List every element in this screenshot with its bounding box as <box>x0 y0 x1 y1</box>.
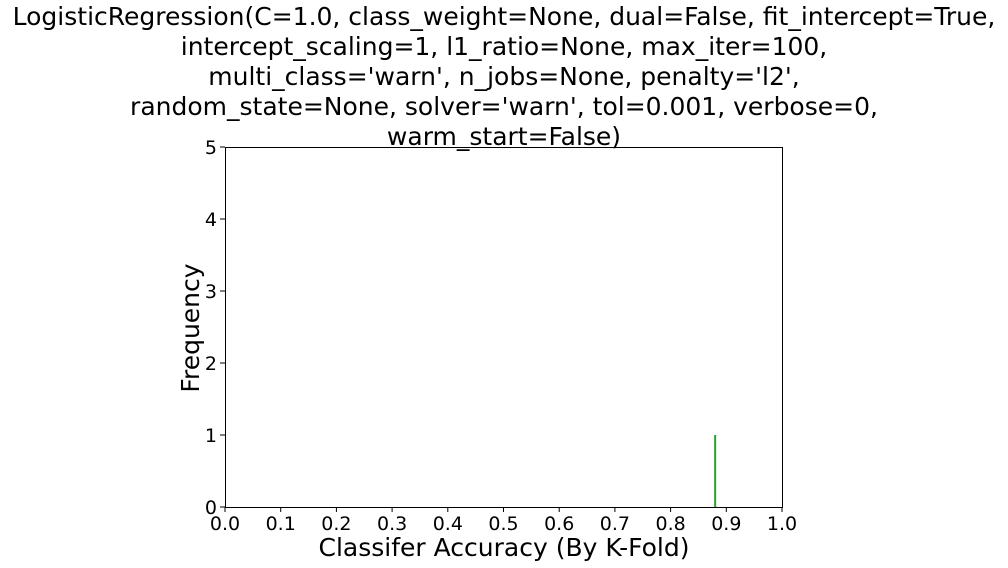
x-tick-label: 0.1 <box>266 513 296 535</box>
x-tick-label: 0.4 <box>433 513 463 535</box>
x-tick-label: 0.7 <box>600 513 630 535</box>
axes-frame <box>225 147 783 508</box>
x-axis-label: Classifer Accuracy (By K-Fold) <box>319 533 690 562</box>
x-tick-label: 1.0 <box>767 513 797 535</box>
y-tick-label: 3 <box>205 281 217 303</box>
chart-title-line: intercept_scaling=1, l1_ratio=None, max_… <box>180 32 828 61</box>
chart-title: LogisticRegression(C=1.0, class_weight=N… <box>0 2 1008 152</box>
y-axis-label: Frequency <box>176 263 205 392</box>
x-tick-label: 0.5 <box>488 513 518 535</box>
x-tick-label: 0.0 <box>210 513 240 535</box>
x-tick-label: 0.8 <box>655 513 685 535</box>
chart-title-line: multi_class='warn', n_jobs=None, penalty… <box>208 62 800 91</box>
y-tick-label: 4 <box>205 209 217 231</box>
chart-title-line: LogisticRegression(C=1.0, class_weight=N… <box>12 2 996 31</box>
y-tick-label: 5 <box>205 137 217 159</box>
y-tick-label: 2 <box>205 353 217 375</box>
y-tick-label: 1 <box>205 425 217 447</box>
y-tick-label: 0 <box>205 497 217 519</box>
x-tick-label: 0.6 <box>544 513 574 535</box>
chart-title-line: warm_start=False) <box>386 122 622 151</box>
histogram-bar <box>714 435 717 507</box>
x-tick-label: 0.3 <box>377 513 407 535</box>
x-tick-label: 0.9 <box>711 513 741 535</box>
x-tick-label: 0.2 <box>321 513 351 535</box>
chart-title-line: random_state=None, solver='warn', tol=0.… <box>130 92 878 121</box>
